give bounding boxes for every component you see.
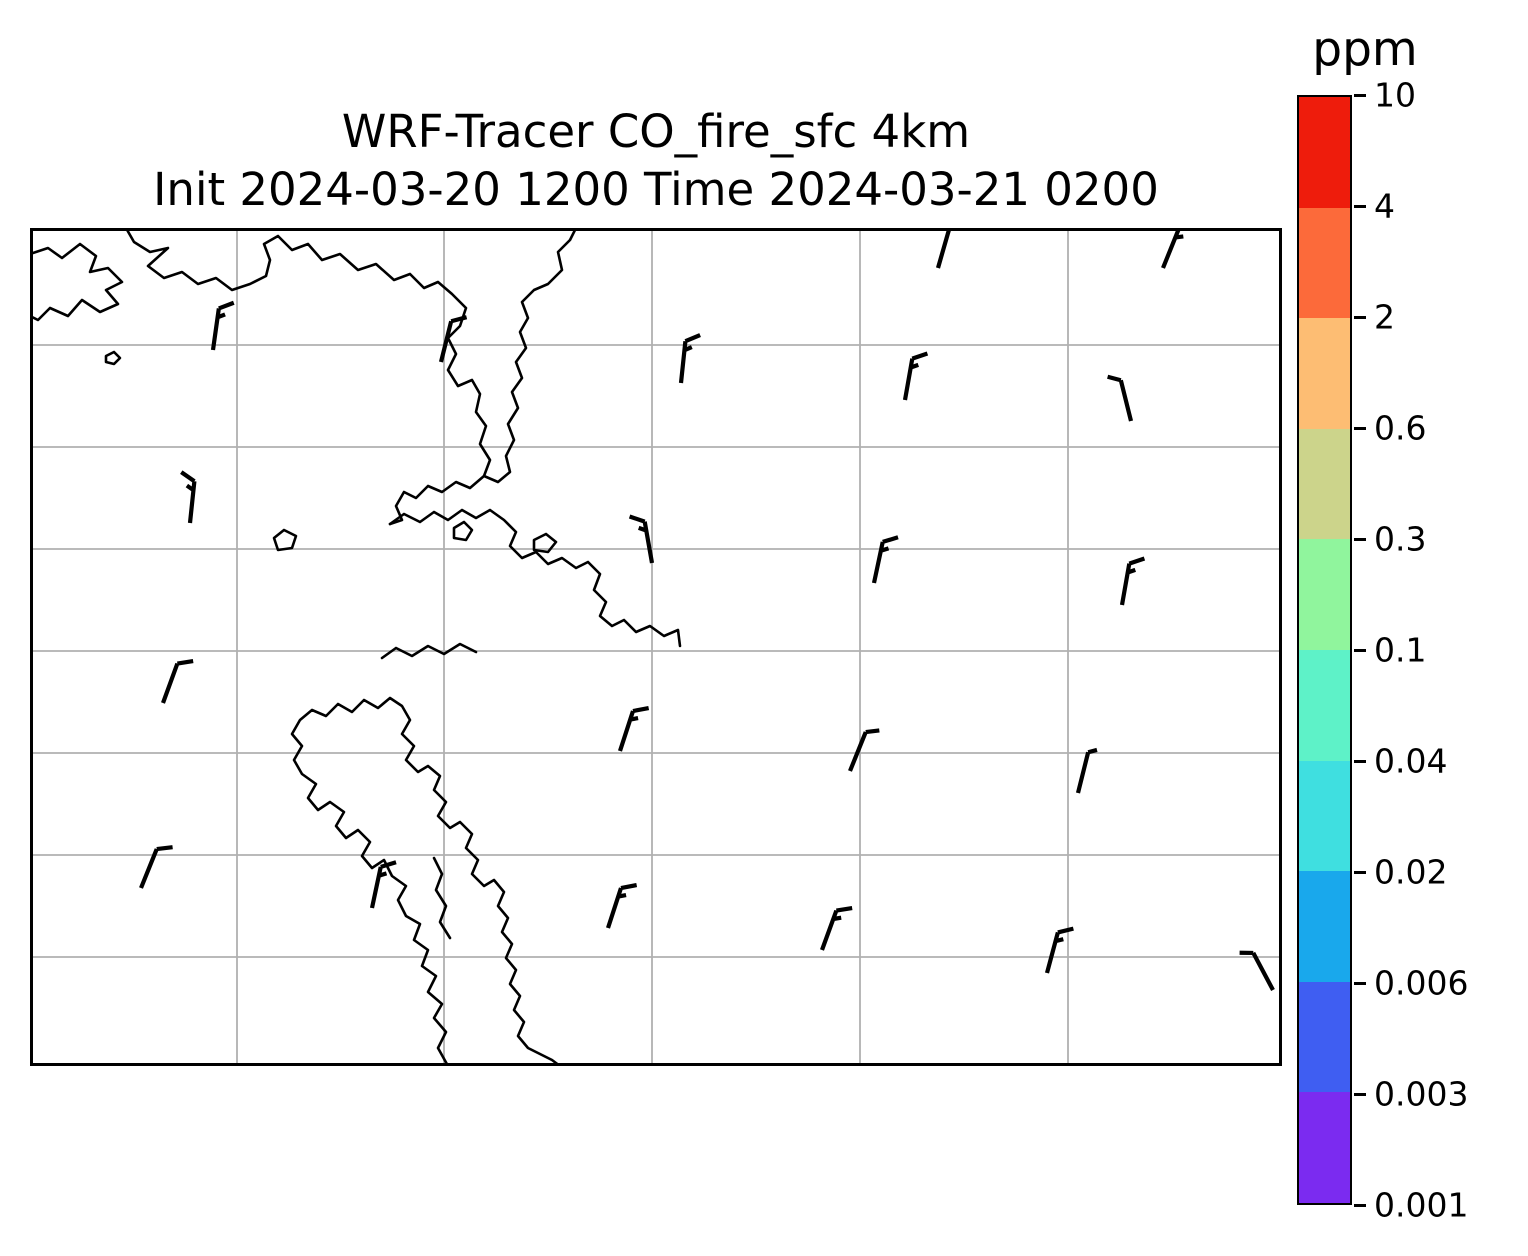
- colorbar-tickmark: [1354, 204, 1366, 208]
- colorbar-ticklabel: 0.006: [1374, 963, 1469, 1003]
- coastline: [30, 242, 124, 322]
- colorbar-ticklabel: 0.02: [1374, 852, 1448, 892]
- colorbar-ticklabel: 0.6: [1374, 408, 1427, 448]
- wind-barb: [848, 728, 880, 772]
- coastline: [272, 528, 298, 552]
- wind-barb: [820, 906, 853, 951]
- colorbar-tickmark: [1354, 981, 1366, 985]
- chart-title: WRF-Tracer CO_fire_sfc 4km Init 2024-03-…: [30, 103, 1282, 219]
- map-frame: [30, 228, 1282, 1066]
- colorbar-tickmark: [1354, 93, 1366, 97]
- colorbar-tickmark: [1354, 1203, 1366, 1207]
- colorbar-segment: [1299, 1092, 1350, 1203]
- coastline: [432, 856, 452, 940]
- colorbar-segment: [1299, 318, 1350, 429]
- wind-barb: [935, 228, 966, 269]
- wind-barb: [871, 535, 899, 584]
- chart-title-line1: WRF-Tracer CO_fire_sfc 4km: [341, 105, 971, 158]
- coastline: [290, 696, 562, 1066]
- wind-barb: [180, 470, 197, 524]
- colorbar-ticklabel: 0.001: [1374, 1185, 1469, 1225]
- colorbar-segment: [1299, 981, 1350, 1093]
- colorbar-tickmark: [1354, 870, 1366, 874]
- wind-barb: [618, 705, 650, 752]
- colorbar-segment: [1299, 428, 1350, 540]
- colorbar-ticklabel: 0.04: [1374, 741, 1448, 781]
- colorbar-tickmark: [1354, 1092, 1366, 1096]
- colorbar-ticklabel: 0.1: [1374, 630, 1427, 670]
- wind-barb: [210, 300, 235, 351]
- wind-barb: [369, 860, 397, 909]
- colorbar-tickmark: [1354, 426, 1366, 430]
- wind-barb: [628, 514, 655, 564]
- coastline: [452, 520, 474, 542]
- colorbar-tickmark: [1354, 315, 1366, 319]
- colorbar-segment: [1299, 539, 1350, 650]
- colorbar-ticklabel: 2: [1374, 297, 1395, 337]
- chart-title-line2: Init 2024-03-20 1200 Time 2024-03-21 020…: [153, 163, 1159, 216]
- coastline: [388, 508, 682, 648]
- coastline: [124, 228, 578, 484]
- wind-barb: [902, 351, 929, 401]
- map-plot: [30, 228, 1282, 1066]
- wind-barb: [1107, 374, 1134, 422]
- colorbar-segment: [1299, 760, 1350, 872]
- colorbar-segment: [1299, 207, 1350, 319]
- colorbar-ticklabel: 0.3: [1374, 519, 1427, 559]
- colorbar-segment: [1299, 871, 1350, 982]
- coastline: [532, 532, 558, 554]
- wind-barb: [606, 882, 638, 929]
- wind-barb: [678, 333, 701, 384]
- wind-barb: [139, 845, 173, 889]
- colorbar-tickmark: [1354, 648, 1366, 652]
- wind-barb: [1119, 556, 1146, 606]
- colorbar-ticklabel: 10: [1374, 75, 1416, 115]
- colorbar-segment: [1299, 97, 1350, 208]
- colorbar: [1297, 95, 1352, 1205]
- colorbar-tickmark: [1354, 537, 1366, 541]
- colorbar-ticklabel: 0.003: [1374, 1074, 1469, 1114]
- wind-barb: [1161, 228, 1195, 269]
- coastline: [388, 474, 486, 526]
- colorbar-segment: [1299, 649, 1350, 761]
- coastline: [380, 642, 478, 660]
- colorbar-tickmark: [1354, 759, 1366, 763]
- wind-barb: [1239, 950, 1275, 991]
- wind-barb: [1044, 926, 1074, 974]
- colorbar-ticklabel: 4: [1374, 186, 1395, 226]
- colorbar-unit-label: ppm: [1312, 22, 1418, 77]
- wind-barb: [161, 659, 194, 704]
- coastline: [104, 350, 122, 366]
- wind-barb: [438, 315, 468, 363]
- wind-barb: [1075, 747, 1098, 794]
